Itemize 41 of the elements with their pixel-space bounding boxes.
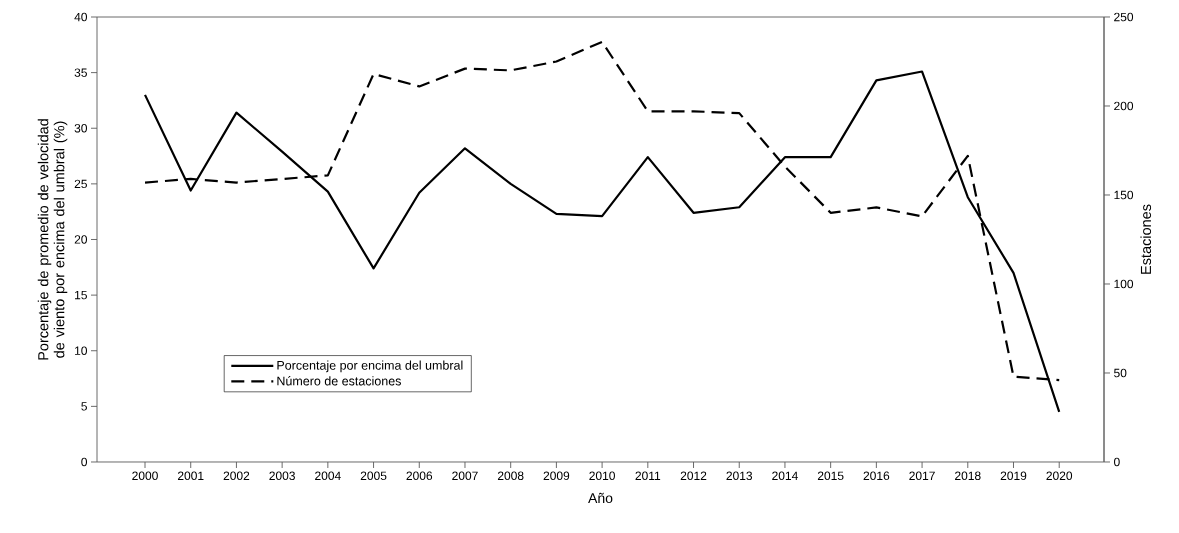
x-tick-label: 2020 [1046,471,1073,481]
y-tick-label: 15 [75,290,87,300]
x-tick-label: 2016 [863,471,890,481]
x-tick-label: 2008 [497,471,524,481]
x-tick-label: 2002 [223,471,250,481]
y2-axis-title: Estaciones [1140,204,1152,274]
x-tick-label: 2019 [1000,471,1027,481]
x-tick-label: 2004 [315,471,341,481]
y-tick-label: 35 [74,68,87,77]
y-tick-label: 0 [81,457,88,467]
y-tick-label: 25 [74,179,87,189]
x-tick-label: 2005 [360,471,387,481]
y2-tick-label: 0 [1114,457,1120,467]
legend-label: Porcentaje por encima del umbral [277,360,463,373]
y-tick-label: 10 [75,346,88,355]
y2-tick-label: 150 [1114,190,1134,200]
y-tick-label: 5 [81,402,87,411]
legend-label: Número de estaciones [277,376,401,386]
x-tick-label: 2015 [817,471,844,481]
x-tick-label: 2018 [955,471,981,481]
x-tick-label: 2009 [543,471,570,481]
x-tick-label: 2007 [452,471,478,481]
y2-tick-label: 200 [1114,101,1134,111]
x-tick-label: 2012 [680,471,707,481]
y-tick-label: 40 [74,12,88,22]
x-tick-label: 2000 [132,471,158,481]
x-axis-title: Año [588,492,613,504]
y-tick-label: 20 [74,235,88,244]
x-tick-label: 2013 [726,471,753,481]
x-tick-label: 2003 [269,471,295,481]
y2-tick-label: 50 [1114,368,1127,378]
y2-tick-label: 100 [1114,279,1134,289]
x-tick-label: 2006 [406,471,433,481]
x-tick-label: 2017 [909,471,935,481]
y2-tick-label: 250 [1114,12,1134,22]
x-tick-label: 2011 [635,471,661,481]
y-axis-title: Porcentaje de promedio de velocidad de viento por encima del umbral (%) [37,119,68,360]
x-tick-label: 2010 [589,471,615,481]
x-tick-label: 2014 [772,471,798,481]
y-tick-label: 30 [74,124,88,133]
x-tick-label: 2001 [177,471,204,481]
